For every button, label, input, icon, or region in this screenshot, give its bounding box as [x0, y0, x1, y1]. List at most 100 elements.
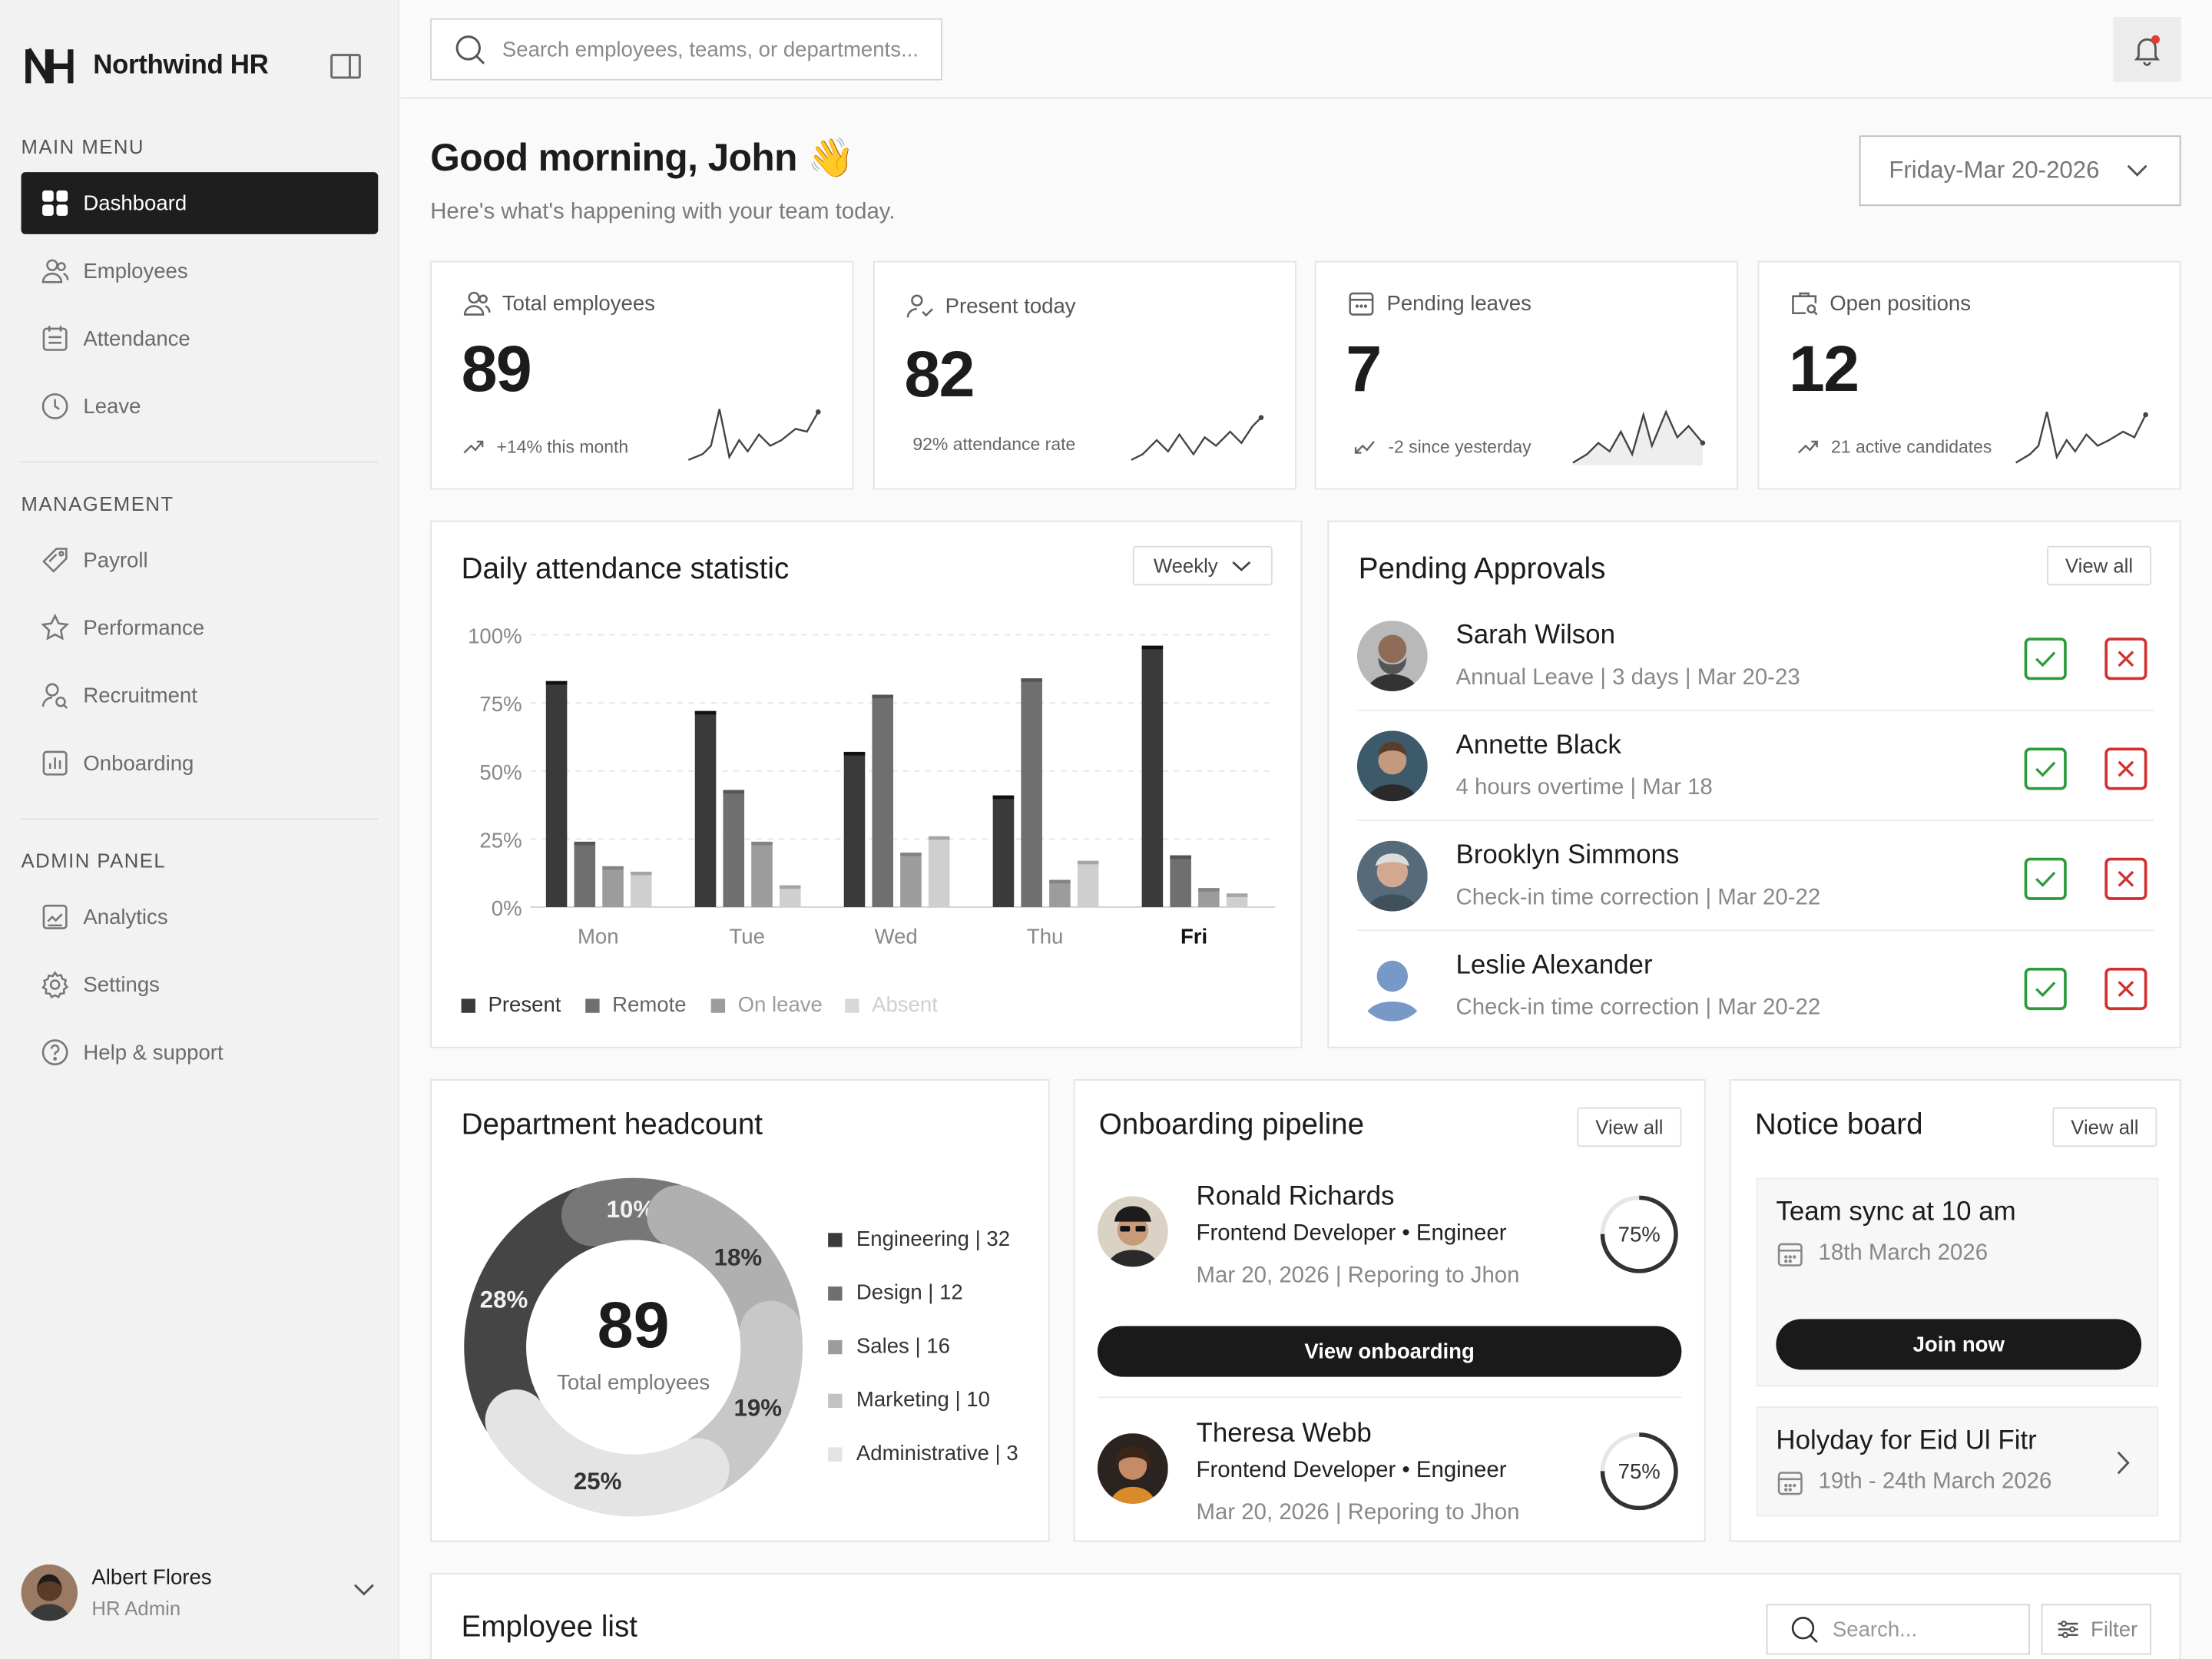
approve-button[interactable]	[2024, 857, 2067, 900]
approve-button[interactable]	[2024, 637, 2067, 680]
bar-on-leave[interactable]	[751, 841, 773, 907]
chevron-down-icon[interactable]	[353, 1583, 375, 1597]
dept-legend-marketing: Marketing | 10	[828, 1388, 990, 1412]
search-icon	[455, 35, 485, 65]
stat-card-total-employees[interactable]: Total employees 89 +14% this month	[430, 260, 854, 490]
employee-list-card: Employee list Search... Filter	[430, 1572, 2181, 1659]
row-divider	[1097, 1396, 1682, 1399]
view-onboarding-button[interactable]: View onboarding	[1097, 1326, 1682, 1377]
department-title: Department headcount	[461, 1108, 763, 1141]
notice-item[interactable]: Holyday for Eid Ul Fitr 19th - 24th Marc…	[1756, 1406, 2159, 1517]
bar-present[interactable]	[843, 751, 866, 907]
bar-remote[interactable]	[872, 694, 893, 907]
notice-board-card: Notice board View all Team sync at 10 am…	[1729, 1079, 2181, 1542]
brand[interactable]: Northwind HR	[25, 42, 269, 90]
sidebar-item-analytics[interactable]: Analytics	[22, 886, 379, 948]
notice-view-all-button[interactable]: View all	[2052, 1107, 2157, 1147]
gear-icon	[41, 971, 69, 999]
weekly-filter-dropdown[interactable]: Weekly	[1132, 545, 1273, 586]
approve-button[interactable]	[2024, 967, 2067, 1011]
page-title: Good morning, John 👋	[430, 137, 855, 180]
stat-card-open-positions[interactable]: Open positions 12 21 active candidates	[1757, 260, 2181, 490]
bar-present[interactable]	[1141, 645, 1164, 907]
notice-title: Notice board	[1754, 1108, 1923, 1141]
sparkline	[2015, 412, 2148, 464]
sidebar-item-label: Employees	[83, 259, 188, 283]
sidebar-item-label: Leave	[83, 394, 141, 419]
bar-absent[interactable]	[631, 871, 652, 907]
sidebar-item-label: Onboarding	[83, 751, 194, 776]
bar-cap	[694, 710, 717, 715]
approval-row: Brooklyn Simmons Check-in time correctio…	[1356, 840, 2154, 951]
bar-present[interactable]	[545, 680, 568, 907]
date-picker[interactable]: Friday-Mar 20-2026	[1859, 135, 2181, 207]
sidebar-item-dashboard[interactable]: Dashboard	[21, 172, 379, 234]
bar-on-leave[interactable]	[602, 866, 624, 907]
reject-button[interactable]	[2104, 857, 2147, 900]
stat-card-present-today[interactable]: Present today 82 92% attendance rate	[873, 260, 1296, 490]
onboarding-view-all-button[interactable]: View all	[1577, 1107, 1682, 1147]
sidebar-item-leave[interactable]: Leave	[22, 376, 379, 438]
sidebar-item-onboarding[interactable]: Onboarding	[22, 732, 379, 794]
sidebar-item-payroll[interactable]: Payroll	[22, 529, 379, 591]
x-tick-label: Fri	[1181, 925, 1207, 949]
stat-trend: 21 active candidates	[1797, 437, 1992, 457]
donut-segment[interactable]	[485, 1389, 730, 1517]
bar-remote[interactable]	[723, 790, 745, 907]
users-icon	[41, 257, 69, 285]
sidebar-item-help[interactable]: Help & support	[22, 1022, 379, 1084]
search-input[interactable]: Search employees, teams, or departments.…	[430, 18, 942, 81]
sidebar-collapse-icon[interactable]	[330, 54, 361, 79]
donut-percent-label: 10%	[607, 1196, 654, 1223]
employee-search-input[interactable]: Search...	[1766, 1604, 2031, 1655]
reject-button[interactable]	[2104, 637, 2147, 680]
progress-arc	[1600, 1195, 1678, 1273]
reject-button[interactable]	[2104, 967, 2147, 1011]
bar-remote[interactable]	[1170, 855, 1191, 907]
close-icon	[2118, 870, 2134, 887]
notification-button[interactable]	[2113, 17, 2181, 82]
bar-on-leave[interactable]	[1049, 879, 1071, 907]
sparkline	[687, 409, 821, 461]
department-donut-chart: 28% 10% 18% 19% 25%	[464, 1177, 803, 1517]
user-search-icon	[41, 681, 69, 710]
sliders-icon	[2058, 1621, 2078, 1638]
chevron-right-icon[interactable]	[2116, 1450, 2130, 1475]
join-now-button[interactable]: Join now	[1776, 1319, 2142, 1370]
user-name: Albert Flores	[91, 1565, 212, 1590]
bar-remote[interactable]	[1021, 678, 1042, 907]
approve-button[interactable]	[2024, 747, 2067, 790]
sidebar-item-settings[interactable]: Settings	[22, 954, 379, 1016]
bar-on-leave[interactable]	[900, 853, 922, 907]
donut-segment[interactable]	[464, 1187, 614, 1443]
filter-button[interactable]: Filter	[2041, 1604, 2151, 1655]
x-tick-label: Tue	[729, 925, 764, 949]
star-icon	[41, 613, 69, 642]
bar-present[interactable]	[992, 795, 1015, 907]
bar-cap	[1198, 888, 1220, 892]
sidebar-item-recruitment[interactable]: Recruitment	[22, 664, 379, 727]
pending-approvals-card: Pending Approvals View all Sarah Wilson …	[1327, 520, 2181, 1048]
stat-card-pending-leaves[interactable]: Pending leaves 7 -2 since yesterday	[1314, 260, 1738, 490]
bar-absent[interactable]	[928, 836, 950, 907]
bar-remote[interactable]	[574, 841, 596, 907]
avatar	[1356, 621, 1428, 691]
bar-absent[interactable]	[1077, 860, 1099, 907]
user-profile-card[interactable]: Albert Flores HR Admin	[21, 1558, 381, 1628]
sidebar: Northwind HR MAIN MENU Dashboard Employe…	[0, 0, 399, 1659]
reject-button[interactable]	[2104, 747, 2147, 790]
sidebar-item-performance[interactable]: Performance	[22, 597, 379, 659]
approvals-view-all-button[interactable]: View all	[2047, 545, 2151, 586]
bar-cap	[872, 694, 893, 699]
legend-present: Present	[461, 993, 561, 1017]
bar-present[interactable]	[694, 710, 717, 907]
bar-absent[interactable]	[1226, 893, 1248, 907]
progress-label: 75%	[1618, 1222, 1661, 1247]
stat-label: Present today	[906, 293, 1076, 319]
sidebar-item-attendance[interactable]: Attendance	[22, 307, 379, 369]
row-divider	[1356, 820, 2154, 821]
bar-absent[interactable]	[779, 885, 801, 907]
bar-on-leave[interactable]	[1198, 888, 1220, 907]
onboarding-role: Frontend Developer • Engineer	[1196, 1221, 1507, 1246]
sidebar-item-employees[interactable]: Employees	[22, 240, 379, 302]
